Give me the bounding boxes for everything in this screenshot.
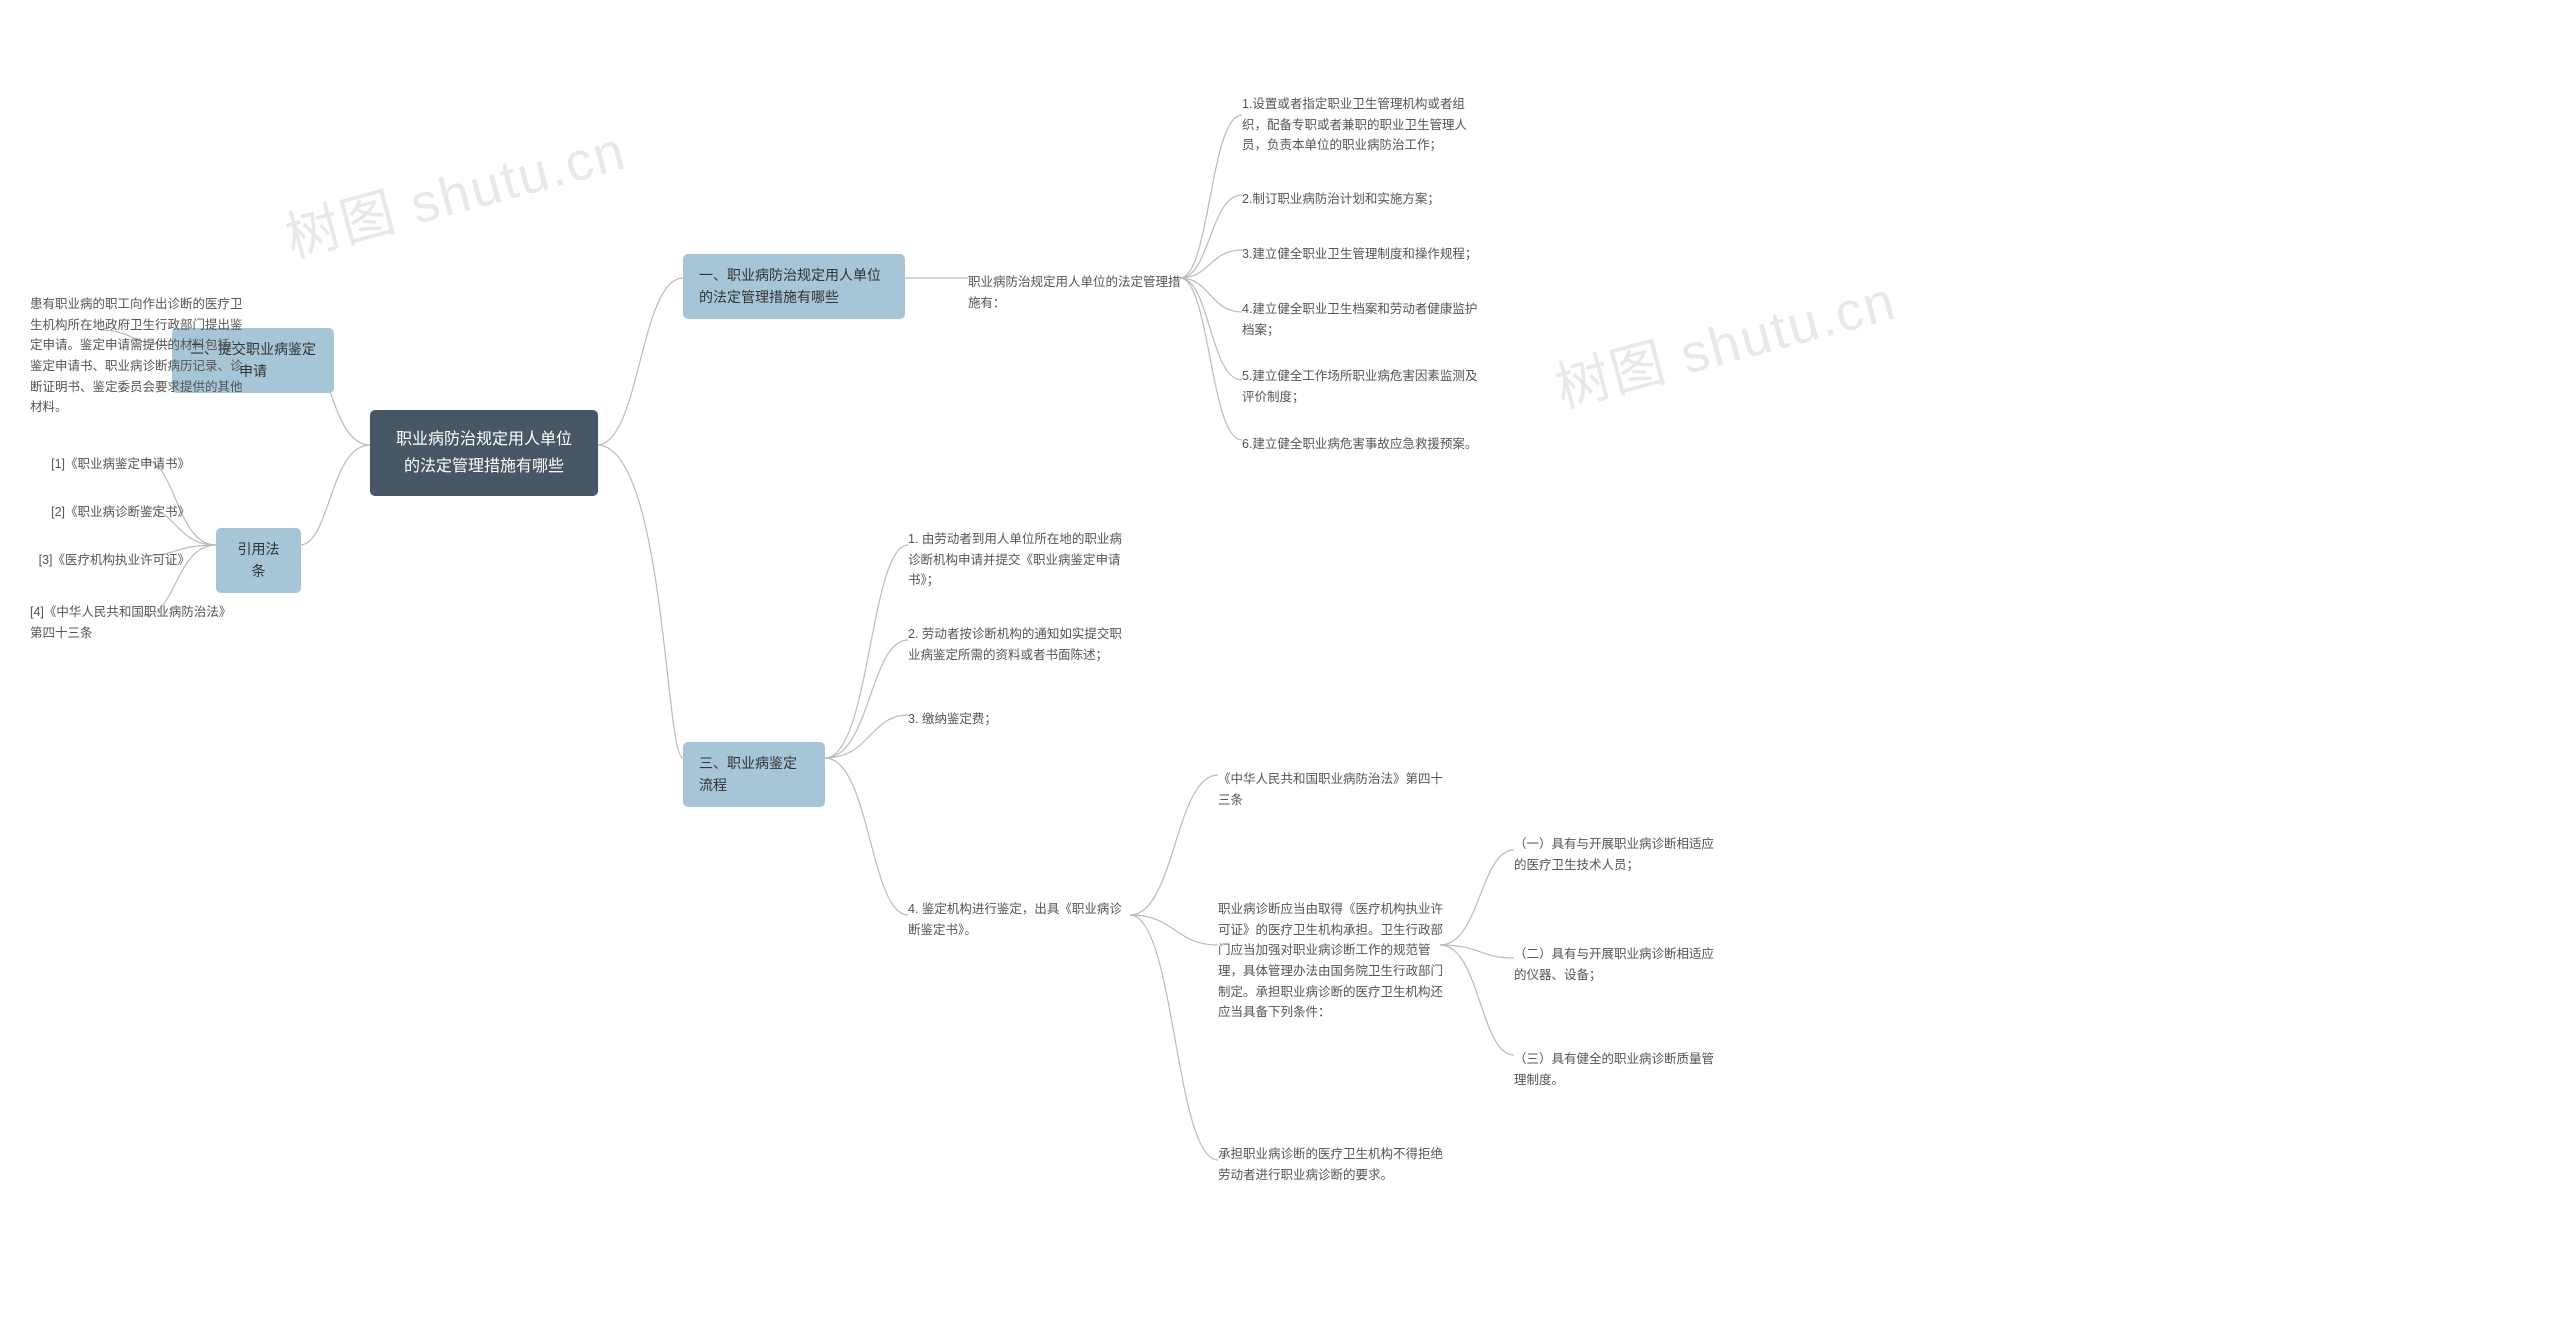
branch-1-sub-text: 职业病防治规定用人单位的法定管理措施有： xyxy=(968,275,1181,310)
c2-child-2: （二）具有与开展职业病诊断相适应的仪器、设备； xyxy=(1514,940,1724,989)
b1-leaf-2: 2.制订职业病防治计划和实施方案； xyxy=(1242,185,1440,214)
b1-leaf-5: 5.建立健全工作场所职业病危害因素监测及评价制度； xyxy=(1242,362,1482,411)
b2-leaf: 患有职业病的职工向作出诊断的医疗卫生机构所在地政府卫生行政部门提出鉴定申请。鉴定… xyxy=(30,290,250,422)
b3-l4-c1-text: 《中华人民共和国职业病防治法》第四十三条 xyxy=(1218,772,1443,807)
branch-3-title: 三、职业病鉴定流程 xyxy=(699,755,797,793)
root-title: 职业病防治规定用人单位的法定管理措施有哪些 xyxy=(396,431,572,475)
b1-leaf-4: 4.建立健全职业卫生档案和劳动者健康监护档案； xyxy=(1242,295,1482,344)
b3-l4-c1: 《中华人民共和国职业病防治法》第四十三条 xyxy=(1218,765,1448,814)
b3-l4-c2: 职业病诊断应当由取得《医疗机构执业许可证》的医疗卫生机构承担。卫生行政部门应当加… xyxy=(1218,895,1443,1027)
root-node: 职业病防治规定用人单位的法定管理措施有哪些 xyxy=(370,410,598,496)
branch-ref: 引用法条 xyxy=(216,528,301,593)
c2-child-3-text: （三）具有健全的职业病诊断质量管理制度。 xyxy=(1514,1052,1714,1087)
branch-1: 一、职业病防治规定用人单位的法定管理措施有哪些 xyxy=(683,254,905,319)
b2-leaf-text: 患有职业病的职工向作出诊断的医疗卫生机构所在地政府卫生行政部门提出鉴定申请。鉴定… xyxy=(30,297,243,414)
ref-leaf-2: [2]《职业病诊断鉴定书》 xyxy=(30,498,190,527)
b3-leaf-1: 1. 由劳动者到用人单位所在地的职业病诊断机构申请并提交《职业病鉴定申请书》； xyxy=(908,525,1133,595)
b1-leaf-1-text: 1.设置或者指定职业卫生管理机构或者组织，配备专职或者兼职的职业卫生管理人员，负… xyxy=(1242,97,1467,152)
watermark-1: 树图 shutu.cn xyxy=(276,106,634,273)
b3-leaf-4-text: 4. 鉴定机构进行鉴定，出具《职业病诊断鉴定书》。 xyxy=(908,902,1122,937)
b1-leaf-3-text: 3.建立健全职业卫生管理制度和操作规程； xyxy=(1242,247,1477,261)
b1-leaf-4-text: 4.建立健全职业卫生档案和劳动者健康监护档案； xyxy=(1242,302,1477,337)
c2-child-1-text: （一）具有与开展职业病诊断相适应的医疗卫生技术人员； xyxy=(1514,837,1714,872)
b1-leaf-6-text: 6.建立健全职业病危害事故应急救援预案。 xyxy=(1242,437,1477,451)
c2-child-3: （三）具有健全的职业病诊断质量管理制度。 xyxy=(1514,1045,1724,1094)
branch-1-title: 一、职业病防治规定用人单位的法定管理措施有哪些 xyxy=(699,267,881,305)
b3-leaf-2: 2. 劳动者按诊断机构的通知如实提交职业病鉴定所需的资料或者书面陈述； xyxy=(908,620,1133,669)
b3-leaf-4: 4. 鉴定机构进行鉴定，出具《职业病诊断鉴定书》。 xyxy=(908,895,1133,944)
b3-leaf-1-text: 1. 由劳动者到用人单位所在地的职业病诊断机构申请并提交《职业病鉴定申请书》； xyxy=(908,532,1122,587)
ref-leaf-3-text: [3]《医疗机构执业许可证》 xyxy=(39,553,190,567)
branch-1-sub: 职业病防治规定用人单位的法定管理措施有： xyxy=(968,268,1183,317)
b1-leaf-3: 3.建立健全职业卫生管理制度和操作规程； xyxy=(1242,240,1477,269)
ref-leaf-3: [3]《医疗机构执业许可证》 xyxy=(30,546,190,575)
b3-leaf-3: 3. 缴纳鉴定费； xyxy=(908,705,1133,734)
b1-leaf-6: 6.建立健全职业病危害事故应急救援预案。 xyxy=(1242,430,1477,459)
branch-ref-title: 引用法条 xyxy=(238,541,280,579)
ref-leaf-4: [4]《中华人民共和国职业病防治法》 第四十三条 xyxy=(30,598,240,647)
b3-leaf-3-text: 3. 缴纳鉴定费； xyxy=(908,712,997,726)
b1-leaf-1: 1.设置或者指定职业卫生管理机构或者组织，配备专职或者兼职的职业卫生管理人员，负… xyxy=(1242,90,1482,160)
b3-l4-c3-text: 承担职业病诊断的医疗卫生机构不得拒绝劳动者进行职业病诊断的要求。 xyxy=(1218,1147,1443,1182)
b3-l4-c2-text: 职业病诊断应当由取得《医疗机构执业许可证》的医疗卫生机构承担。卫生行政部门应当加… xyxy=(1218,902,1443,1019)
b3-leaf-2-text: 2. 劳动者按诊断机构的通知如实提交职业病鉴定所需的资料或者书面陈述； xyxy=(908,627,1122,662)
ref-leaf-4-text: [4]《中华人民共和国职业病防治法》 第四十三条 xyxy=(30,605,231,640)
ref-leaf-2-text: [2]《职业病诊断鉴定书》 xyxy=(51,505,190,519)
b3-l4-c3: 承担职业病诊断的医疗卫生机构不得拒绝劳动者进行职业病诊断的要求。 xyxy=(1218,1140,1443,1189)
branch-3: 三、职业病鉴定流程 xyxy=(683,742,825,807)
b1-leaf-5-text: 5.建立健全工作场所职业病危害因素监测及评价制度； xyxy=(1242,369,1477,404)
c2-child-1: （一）具有与开展职业病诊断相适应的医疗卫生技术人员； xyxy=(1514,830,1724,879)
ref-leaf-1-text: [1]《职业病鉴定申请书》 xyxy=(51,457,190,471)
ref-leaf-1: [1]《职业病鉴定申请书》 xyxy=(30,450,190,479)
c2-child-2-text: （二）具有与开展职业病诊断相适应的仪器、设备； xyxy=(1514,947,1714,982)
b1-leaf-2-text: 2.制订职业病防治计划和实施方案； xyxy=(1242,192,1440,206)
watermark-2: 树图 shutu.cn xyxy=(1546,256,1904,423)
